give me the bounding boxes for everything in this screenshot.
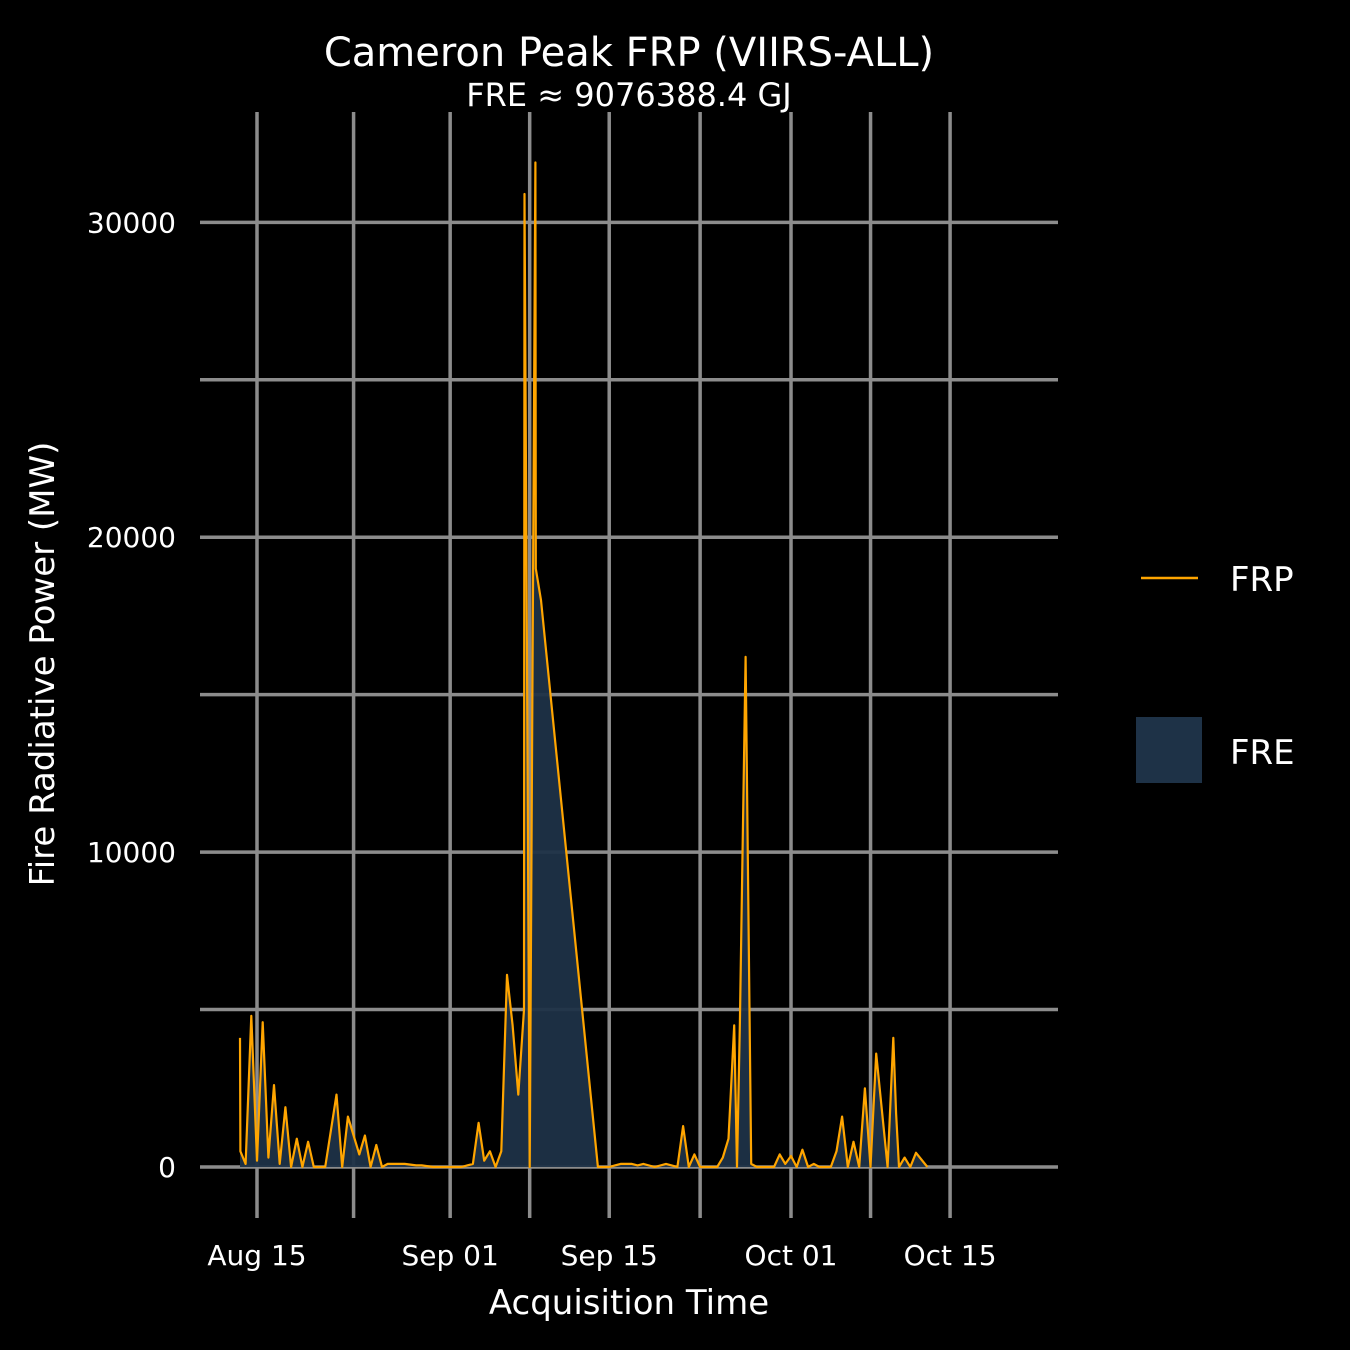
axis-ticks: Aug 15 Sep 01 Sep 15 Oct 01 Oct 15 0 10000 2000…	[87, 206, 997, 1272]
y-tick-label: 30000	[87, 206, 176, 239]
legend-fre-swatch	[1136, 717, 1202, 783]
y-tick-label: 0	[158, 1151, 176, 1184]
x-tick-label: Sep 15	[561, 1239, 658, 1272]
legend-frp-label: FRP	[1230, 560, 1294, 600]
chart-subtitle: FRE ≈ 9076388.4 GJ	[466, 76, 791, 114]
x-tick-label: Oct 15	[904, 1239, 997, 1272]
x-tick-label: Oct 01	[745, 1239, 838, 1272]
chart-title: Cameron Peak FRP (VIIRS-ALL)	[324, 30, 934, 76]
legend-fre-label: FRE	[1230, 733, 1295, 773]
x-tick-label: Aug 15	[207, 1239, 306, 1272]
y-tick-label: 20000	[87, 521, 176, 554]
legend: FRP FRE	[1136, 560, 1295, 783]
x-axis-title: Acquisition Time	[489, 1283, 769, 1323]
y-tick-label: 10000	[87, 836, 176, 869]
x-tick-label: Sep 01	[401, 1239, 498, 1272]
y-axis-title: Fire Radiative Power (MW)	[23, 442, 63, 887]
frp-line	[238, 161, 929, 1169]
